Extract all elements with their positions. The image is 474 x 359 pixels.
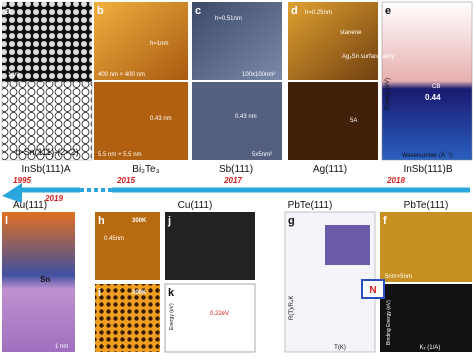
annotation: 0.22eV bbox=[210, 311, 229, 317]
panel-letter: i bbox=[98, 287, 101, 299]
substrate-label: Bi₂Te₃ bbox=[132, 164, 159, 175]
substrate-label: Cu(111) bbox=[178, 200, 213, 211]
axis-label: T(K) bbox=[334, 345, 346, 351]
caption: α-Sn(111)-(2×2) bbox=[15, 147, 78, 157]
annotation: 100x100nm² bbox=[242, 72, 275, 78]
annotation: h=0.25nm bbox=[305, 10, 332, 16]
image bbox=[380, 284, 472, 352]
annotation: 0.43 nm bbox=[150, 116, 172, 122]
substrate-label: InSb(111)A bbox=[21, 164, 70, 175]
annotation: 5nm×5nm bbox=[385, 274, 412, 280]
year: 2015 bbox=[116, 176, 135, 185]
panel-letter: a bbox=[5, 5, 12, 17]
axis-label: Energy (eV) bbox=[385, 78, 391, 110]
image bbox=[164, 283, 256, 353]
image bbox=[192, 2, 282, 80]
arrow-label: N bbox=[369, 285, 376, 296]
year: 1995 bbox=[13, 176, 31, 185]
annotation: Sn bbox=[40, 275, 50, 284]
image bbox=[1, 81, 93, 161]
image bbox=[94, 2, 188, 80]
arrow bbox=[2, 183, 22, 203]
image bbox=[192, 82, 282, 160]
image bbox=[288, 82, 378, 160]
image bbox=[95, 284, 160, 352]
panel-letter: j bbox=[167, 215, 171, 227]
annotation: 5A bbox=[350, 118, 357, 124]
image bbox=[94, 82, 188, 160]
image bbox=[380, 212, 472, 282]
annotation: Ag₂Sn surface alloy bbox=[342, 54, 394, 60]
panel-letter: d bbox=[291, 5, 298, 17]
substrate-label: Au(111) bbox=[13, 200, 47, 211]
annotation: 5x5nm² bbox=[252, 152, 272, 158]
annotation: 5.5 nm × 5.5 nm bbox=[98, 152, 142, 158]
axis-label: Energy (eV) bbox=[169, 303, 175, 330]
substrate-label: Sb(111) bbox=[219, 164, 253, 175]
annotation: h=0.51nm bbox=[215, 16, 242, 22]
scale-bar: 1 nm bbox=[55, 344, 68, 350]
annotation: 200K bbox=[132, 290, 147, 296]
annotation: 400 nm × 400 nm bbox=[98, 72, 145, 78]
panel-letter: c bbox=[195, 5, 201, 17]
axis-label: R(T)/R₄K bbox=[289, 296, 295, 320]
year: 2019 bbox=[44, 194, 63, 203]
image bbox=[95, 212, 160, 280]
substrate-label: PbTe(111) bbox=[404, 200, 449, 211]
box bbox=[361, 279, 385, 299]
scale-bar: 1nm bbox=[8, 72, 20, 78]
panel-letter: l bbox=[5, 215, 8, 227]
image bbox=[2, 212, 75, 352]
panel-letter: k bbox=[168, 287, 175, 299]
panel-letter: b bbox=[97, 5, 104, 17]
image bbox=[165, 212, 255, 280]
annotation: 300K bbox=[132, 218, 147, 224]
panel-letter: f bbox=[383, 215, 387, 227]
substrate-label: PbTe(111) bbox=[288, 200, 333, 211]
year: 2018 bbox=[386, 176, 405, 185]
annotation: 0.43 nm bbox=[235, 114, 257, 120]
axis-label: Wavenumber (Å⁻¹) bbox=[402, 152, 452, 159]
annotation: CB bbox=[432, 84, 440, 90]
annotation: stanene bbox=[340, 30, 362, 36]
axis-label: Binding Energy (eV) bbox=[386, 300, 392, 345]
substrate-label: Ag(111) bbox=[313, 164, 347, 175]
axis-label: Kₓ (1/A) bbox=[420, 345, 441, 351]
panel-letter: h bbox=[98, 215, 105, 227]
annotation: h=1nm bbox=[150, 41, 169, 47]
annotation: 0.45nm bbox=[104, 236, 124, 242]
image bbox=[325, 225, 370, 265]
substrate-label: InSb(111)B bbox=[403, 164, 452, 175]
image bbox=[288, 2, 378, 80]
image bbox=[381, 1, 473, 161]
image bbox=[2, 2, 92, 82]
year: 2017 bbox=[223, 176, 242, 185]
panel-letter: e bbox=[385, 5, 391, 17]
panel-letter: g bbox=[288, 215, 295, 227]
annotation: 0.44 bbox=[425, 93, 441, 102]
